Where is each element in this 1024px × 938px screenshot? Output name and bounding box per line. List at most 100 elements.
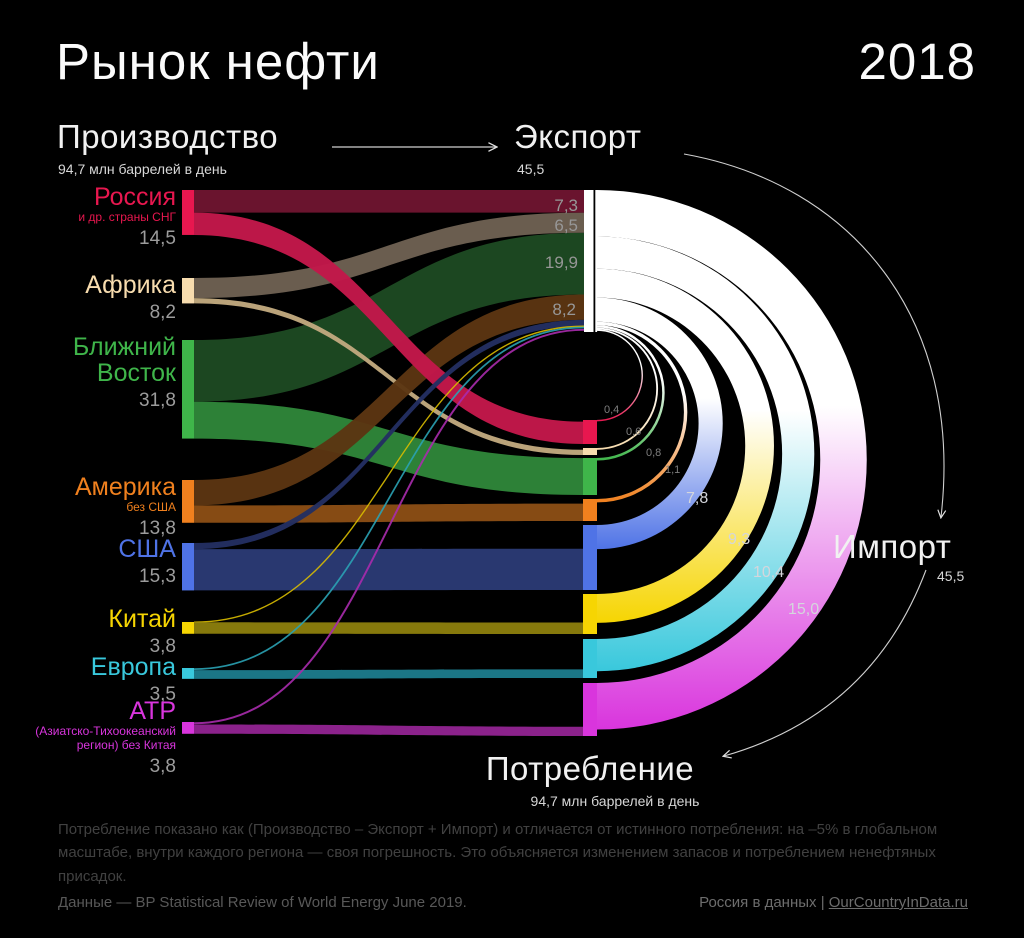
export-header: Экспорт	[514, 118, 642, 155]
import-flow-value-russia: 0,4	[604, 404, 620, 416]
import-arc-russia	[596, 329, 643, 422]
export-flow-russia	[194, 190, 584, 213]
import-to-consumption-arrow	[724, 569, 927, 756]
domestic-flow-usa	[194, 548, 583, 591]
region-name-america: Америка	[74, 473, 176, 501]
consumption-node-america	[583, 499, 597, 521]
export-flow-middleeast	[194, 232, 584, 402]
export-flow-usa	[194, 319, 584, 550]
domestic-flow-africa	[194, 298, 583, 455]
import-flow-value-africa: 0,6	[626, 426, 642, 438]
region-sub-america: без США	[126, 500, 176, 514]
region-production-value-apac: 3,8	[149, 756, 176, 777]
import-arc-usa	[597, 297, 723, 550]
export-to-import-arrow	[683, 153, 944, 517]
export-flow-value-america: 8,2	[552, 300, 576, 319]
export-flow-value-africa: 6,5	[554, 216, 578, 235]
domestic-flow-europe	[194, 669, 583, 679]
export-node-edge	[595, 190, 598, 332]
region-name-apac: АТР	[129, 697, 176, 725]
import-flow-value-china: 9,3	[728, 531, 751, 548]
region-label-apac: АТР (Азиатско-Тихоокеанский регион) без Ки…	[0, 698, 176, 778]
site-link[interactable]: OurCountryInData.ru	[828, 894, 968, 911]
export-flow-apac	[193, 328, 585, 725]
import-total: 45,5	[937, 568, 965, 584]
import-flow-value-apac: 15,0	[788, 601, 820, 618]
import-arc-apac	[597, 190, 867, 730]
region-label-russia: Россия и др. страны СНГ 14,5	[0, 184, 176, 250]
region-production-value-russia: 14,5	[139, 228, 176, 249]
import-flow-value-usa: 7,8	[686, 490, 709, 507]
production-node-middleeast	[182, 340, 194, 439]
production-header: Производство	[57, 118, 279, 155]
page-title: Рынок нефти	[56, 33, 380, 90]
domestic-flow-china	[194, 622, 583, 634]
production-node-russia	[182, 190, 194, 235]
export-flow-value-russia: 7,3	[554, 196, 578, 215]
export-node	[584, 190, 594, 332]
region-production-value-middleeast: 31,8	[139, 390, 176, 411]
region-sub-apac: (Азиатско-Тихоокеанский	[35, 724, 176, 738]
region-label-middleeast: Ближний Восток 31,8	[0, 334, 176, 412]
production-node-africa	[182, 278, 194, 304]
region-label-africa: Африка 8,2	[0, 272, 176, 324]
region-name-middleeast: Ближний	[72, 333, 176, 361]
import-flow-value-america: 1,1	[665, 464, 681, 476]
region-name-russia: Россия	[94, 183, 176, 211]
region-production-value-china: 3,8	[149, 636, 176, 657]
production-node-china	[182, 622, 194, 634]
import-arc-middleeast	[596, 325, 665, 461]
import-header: Импорт	[833, 528, 952, 565]
import-flow-value-middleeast: 0,8	[646, 447, 662, 459]
region-sub-russia: и др. страны СНГ	[78, 210, 176, 224]
import-flow-value-europe: 10,4	[753, 564, 785, 581]
domestic-flow-apac	[194, 724, 583, 736]
region-name-africa: Африка	[85, 271, 176, 299]
import-arc-europe	[597, 236, 815, 672]
production-node-america	[182, 480, 194, 523]
production-node-apac	[182, 722, 194, 734]
region-production-value-africa: 8,2	[149, 302, 176, 323]
export-flow-value-middleeast: 19,9	[544, 253, 578, 272]
consumption-node-apac	[583, 683, 597, 736]
region-production-value-america: 13,8	[139, 518, 176, 539]
consumption-node-usa	[583, 525, 597, 590]
consumption-node-china	[583, 594, 597, 634]
region-sub-apac: регион) без Китая	[76, 738, 176, 752]
region-label-china: Китай 3,8	[0, 606, 176, 658]
region-label-usa: США 15,3	[0, 536, 176, 588]
consumption-node-europe	[583, 639, 597, 678]
production-node-usa	[182, 543, 194, 591]
data-source-credit: Данные — BP Statistical Review of World …	[58, 894, 467, 911]
region-production-value-europe: 3,5	[149, 684, 176, 705]
site-credit: Россия в данных | OurCountryInData.ru	[699, 894, 968, 911]
export-flow-africa	[194, 212, 584, 299]
consumption-total: 94,7 млн баррелей в день	[530, 793, 700, 809]
import-arc-africa	[596, 327, 659, 450]
export-total: 45,5	[517, 161, 545, 177]
import-arc-china	[597, 268, 774, 623]
site-credit-prefix: Россия в данных |	[699, 894, 829, 911]
footnote-text: Потребление показано как (Производство –…	[58, 821, 938, 885]
region-name-middleeast: Восток	[96, 359, 176, 387]
region-name-usa: США	[118, 535, 176, 563]
year-label: 2018	[858, 33, 976, 90]
consumption-node-middleeast	[583, 458, 597, 495]
region-name-europe: Европа	[90, 653, 176, 681]
domestic-flow-russia	[194, 212, 583, 444]
consumption-header: Потребление	[485, 750, 695, 787]
export-flow-america	[194, 294, 584, 506]
import-arc-america	[596, 321, 688, 503]
production-total: 94,7 млн баррелей в день	[58, 161, 227, 177]
consumption-node-russia	[583, 420, 597, 444]
region-production-value-usa: 15,3	[139, 566, 176, 587]
export-flow-china	[193, 325, 585, 623]
region-label-america: Америка без США 13,8	[0, 474, 176, 540]
domestic-flow-america	[194, 503, 583, 523]
production-node-europe	[182, 668, 194, 679]
export-flow-europe	[193, 326, 585, 670]
region-label-europe: Европа 3,5	[0, 654, 176, 706]
region-name-china: Китай	[108, 605, 176, 633]
